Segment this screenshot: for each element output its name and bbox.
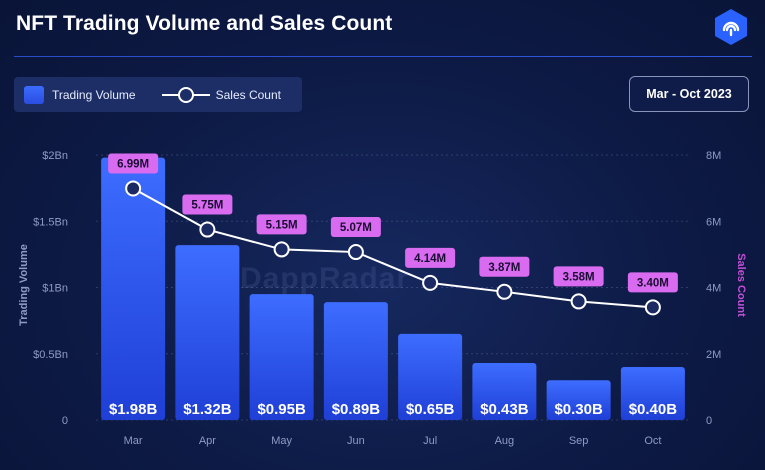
y-right-tick-label: 2M [706,349,721,361]
volume-bar [620,367,685,420]
volume-bar [546,380,611,420]
volume-bar [323,302,388,420]
x-tick-label: Oct [644,435,661,447]
volume-bar [249,294,314,420]
y-axis-title: Trading Volume [18,244,30,326]
sales-label-box [108,153,159,174]
x-tick-label: Jul [423,435,437,447]
volume-bar-label: $0.89B [332,401,381,418]
sales-label-box [627,272,678,293]
x-tick-label: Aug [495,435,515,447]
y-tick-label: 0 [62,415,68,427]
y-tick-label: $1.5Bn [33,216,68,228]
volume-bar-label: $1.98B [109,401,158,418]
header-divider [14,56,752,57]
sales-point [125,180,142,197]
y-right-tick-label: 6M [706,216,721,228]
y-tick-label: $0.5Bn [33,349,68,361]
sales-point-label: 4.14M [414,253,446,265]
volume-bar-label: $1.32B [183,401,232,418]
volume-bar-label: $0.40B [629,401,678,418]
sales-label-box [405,247,456,268]
sales-label-box [256,214,307,235]
sales-label-box [553,266,604,287]
y-right-tick-label: 0 [706,415,712,427]
y-tick-label: $2Bn [42,150,68,162]
legend-sales-marker [161,86,210,103]
volume-bar [398,333,463,420]
sales-label-box [182,194,233,215]
x-tick-label: Jun [347,435,365,447]
x-tick-label: Mar [124,435,143,447]
volume-bar-label: $0.43B [480,401,529,418]
date-range-badge: Mar - Oct 2023 [629,76,749,112]
sales-point-label: 3.40M [637,277,669,289]
volume-bar-label: $0.30B [554,401,603,418]
volume-bar [472,363,537,420]
y-right-tick-label: 8M [706,150,721,162]
volume-bar-label: $0.95B [257,401,306,418]
sales-point [347,244,364,261]
watermark: DappRadar [240,262,410,295]
x-tick-label: Apr [199,435,216,447]
x-tick-label: May [271,435,292,447]
legend-sales-label: Sales Count [215,87,281,102]
chart-legend: Trading Volume Sales Count [14,77,302,112]
volume-bar [175,245,240,420]
sales-point [644,299,661,316]
sales-point-label: 6.99M [117,158,149,170]
y-right-axis-title: Sales Count [735,253,747,317]
sales-point-label: 5.07M [340,222,372,234]
sales-point-label: 3.58M [563,271,595,283]
legend-volume-swatch [24,85,44,104]
volume-bar [101,157,166,420]
chart-title: NFT Trading Volume and Sales Count [16,12,393,35]
y-right-tick-label: 4M [706,283,721,295]
sales-point [570,293,587,310]
sales-label-box [479,256,530,277]
sales-point [496,283,513,300]
sales-line [132,187,653,309]
x-tick-label: Sep [569,435,589,447]
sales-point [199,221,216,238]
sales-point-label: 5.15M [266,219,298,231]
legend-volume-label: Trading Volume [52,87,136,102]
sales-label-box [330,217,381,238]
sales-point-label: 5.75M [191,200,223,212]
y-tick-label: $1Bn [42,283,68,295]
sales-point-label: 3.87M [488,262,520,274]
volume-bar-label: $0.65B [406,401,455,418]
sales-point [273,241,290,258]
sales-point [422,274,439,291]
dappradar-logo-icon [715,9,747,45]
